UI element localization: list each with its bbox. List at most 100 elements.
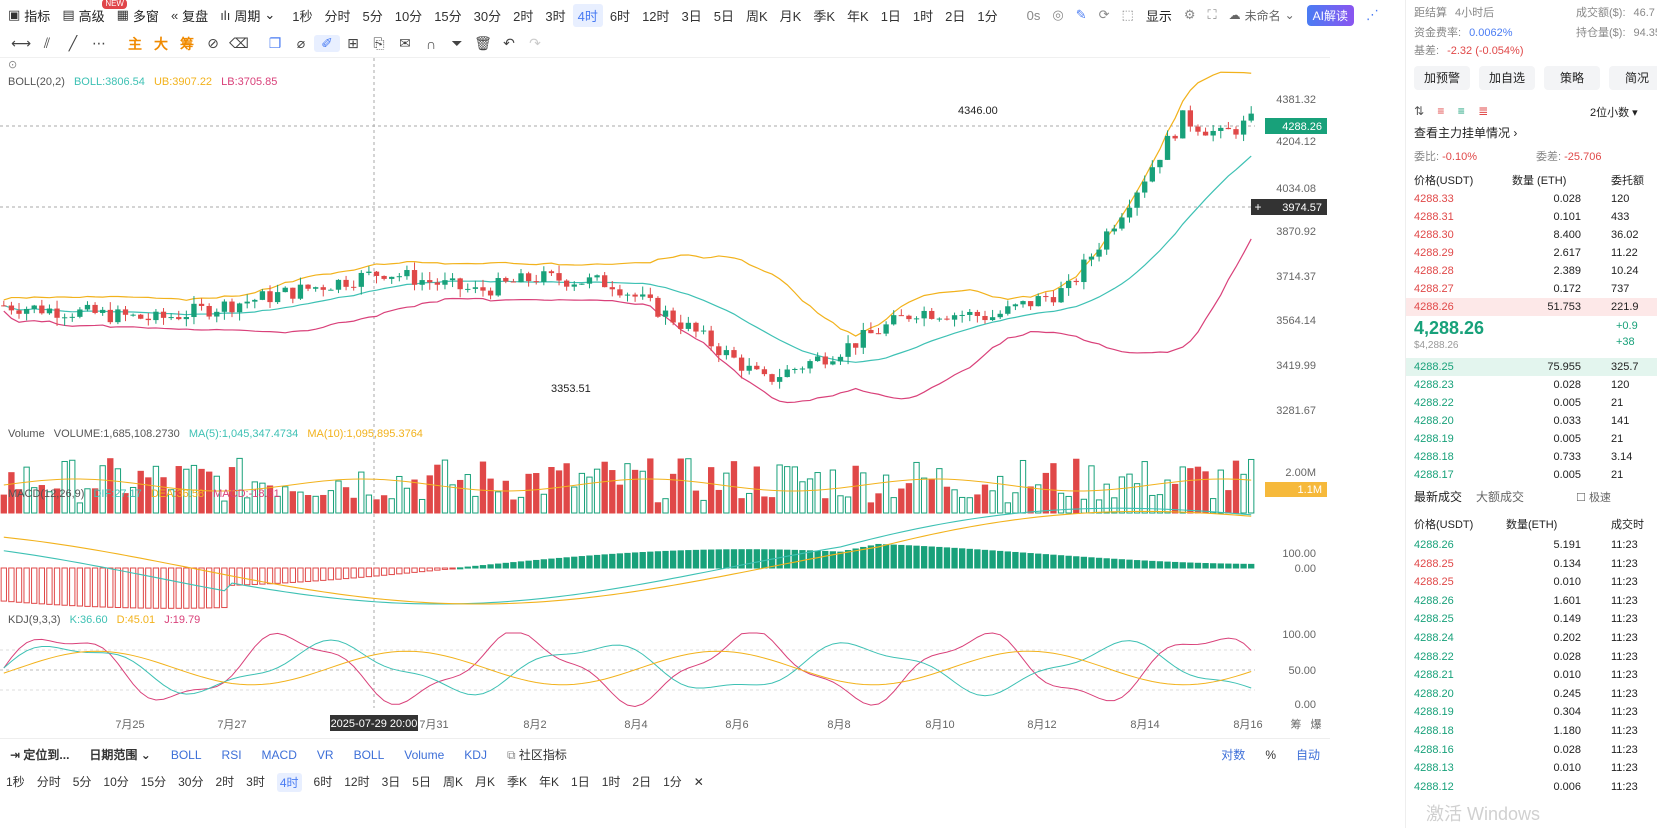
trades-row[interactable]: 4288.22 0.028 11:23 [1406,648,1657,666]
timeframe-option[interactable]: 30分 [473,8,502,24]
trades-row[interactable]: 4288.13 0.010 11:23 [1406,759,1657,777]
log-scale-toggle[interactable]: 对数 [1221,748,1246,762]
timeframe-option[interactable]: 3日 [681,8,702,24]
timeframe-option[interactable]: 5日 [713,8,734,24]
collapse-toggle-icon[interactable]: ⊙ [8,59,18,71]
chart-area[interactable]: 4346.00 3353.51 4381.32 4204.12 4034.08 3870.… [0,58,1330,738]
bids-row[interactable]: 4288.20 0.033 141 [1406,412,1657,430]
bottom-timeframe-option[interactable]: 4时 [276,772,302,792]
percent-toggle[interactable]: % [1265,747,1276,762]
bottom-timeframe-option[interactable]: 1日 [571,774,590,789]
trades-row[interactable]: 4288.24 0.202 11:23 [1406,629,1657,647]
cloud-layout-dropdown[interactable]: ☁ 未命名 ⌄ [1229,7,1295,24]
bottom-timeframe-option[interactable]: 5分 [72,774,92,789]
chip-button[interactable]: 筹 [180,35,194,52]
draw-tool-icon[interactable]: ⊘ [207,35,219,51]
bottom-timeframe-option[interactable]: 3日 [381,774,401,789]
bottom-timeframe-option[interactable]: 2日 [632,774,652,789]
timeframe-option[interactable]: 周K [746,8,768,24]
main-force-button[interactable]: 主 [128,35,142,52]
bottom-timeframe-option[interactable]: 年K [539,774,560,789]
trades-row[interactable]: 4288.26 5.191 11:23 [1406,536,1657,554]
view-asks-icon[interactable]: ≡ [1437,104,1445,118]
trades-row[interactable]: 4288.25 0.134 11:23 [1406,555,1657,573]
timeframe-option[interactable]: 5分 [362,8,383,24]
latest-trades-tab[interactable]: 最新成交 [1414,490,1463,504]
timeframe-option[interactable]: 4时 [572,3,603,27]
large-order-button[interactable]: 大 [154,35,168,52]
settings-icon[interactable]: ⚙ [1183,7,1196,22]
bottom-timeframe-option[interactable]: 6时 [313,774,333,789]
bottom-timeframe-option[interactable]: 3时 [246,774,265,789]
bottom-timeframe-option[interactable]: 季K [506,774,527,789]
trades-row[interactable]: 4288.25 0.010 11:23 [1406,573,1657,591]
watchlist-button[interactable]: 加自选 [1479,66,1535,90]
fast-mode-checkbox[interactable]: ☐ 极速 [1576,489,1611,505]
filter-icon[interactable]: ⏷ [451,35,463,51]
bottom-timeframe-option[interactable]: 1分 [663,774,682,789]
asks-row[interactable]: 4288.31 0.101 433 [1406,208,1657,226]
indicator-kdj[interactable]: KDJ [464,747,487,762]
bottom-timeframe-option[interactable]: 1时 [601,774,621,789]
view-bids-icon[interactable]: ≡ [1457,104,1465,118]
eraser-icon[interactable]: ⌫ [229,35,249,51]
ai-read-button[interactable]: AI解读 [1306,4,1355,26]
community-indicator-button[interactable]: ⧉ 社区指标 [507,746,567,763]
redo-icon[interactable]: ↷ [529,35,541,51]
bottom-timeframe-option[interactable]: 12时 [344,774,370,789]
overview-button[interactable]: 简况 [1609,66,1657,90]
note-icon[interactable]: ✉ [399,35,411,51]
clipboard-icon[interactable]: ⎘ [373,35,385,51]
trend-line-tool-icon[interactable]: ╱ [68,35,78,51]
trades-row[interactable]: 4288.20 0.245 11:23 [1406,685,1657,703]
undo-icon[interactable]: ↶ [503,35,515,51]
locate-button[interactable]: ⇥ 定位到... [10,746,69,763]
multi-window-button[interactable]: ▦ 多窗 [117,6,159,25]
timeframe-option[interactable]: 6时 [609,8,631,24]
bottom-timeframe-option[interactable]: 30分 [178,774,204,789]
bottom-timeframe-option[interactable]: 2时 [215,774,235,789]
asks-row[interactable]: 4288.33 0.028 120 [1406,190,1657,208]
bottom-timeframe-option[interactable]: 1秒 [6,774,25,789]
edit-icon[interactable]: ✎ [1075,7,1087,22]
indicator-boll[interactable]: BOLL [170,747,202,762]
candlestick-chart[interactable]: 4346.00 3353.51 4381.32 4204.12 4034.08 3870.… [0,58,1330,738]
asks-row[interactable]: 4288.26 51.753 221.9 [1406,298,1657,316]
timeframe-option[interactable]: 月K [779,8,802,24]
timeframe-option[interactable]: 1时 [912,8,934,24]
advanced-button[interactable]: ▤ 高级 NEW [62,0,127,25]
timeframe-option[interactable]: 1分 [977,8,998,24]
timeframe-option[interactable]: 15分 [434,8,462,24]
trades-row[interactable]: 4288.12 0.006 11:23 [1406,778,1657,796]
timeframe-option[interactable]: 1日 [880,8,901,24]
parallel-line-tool-icon[interactable]: ⫽ [43,35,51,51]
timeframe-option[interactable]: 年K [847,8,869,24]
timeframe-option[interactable]: 季K [813,8,836,24]
share-icon[interactable]: ⋰ [1366,7,1380,22]
bids-row[interactable]: 4288.17 0.005 21 [1406,466,1657,484]
bottom-timeframe-option[interactable]: 5日 [412,774,431,789]
trades-row[interactable]: 4288.26 1.601 11:23 [1406,592,1657,610]
bottom-timeframe-option[interactable]: 周K [442,774,463,789]
view-both-icon[interactable]: ⇅ [1414,104,1425,118]
large-trades-tab[interactable]: 大额成交 [1476,490,1525,504]
bottom-timeframe-option[interactable]: 10分 [103,774,129,789]
alert-button[interactable]: 加预警 [1414,66,1470,90]
pen-icon[interactable]: ✐ [314,35,340,52]
period-dropdown[interactable]: ılı 周期 ⌄ [220,6,275,25]
bids-row[interactable]: 4288.23 0.028 120 [1406,376,1657,394]
date-range-dropdown[interactable]: 日期范围 ⌄ [89,746,150,763]
trades-row[interactable]: 4288.16 0.028 11:23 [1406,741,1657,759]
asks-row[interactable]: 4288.28 2.389 10.24 [1406,262,1657,280]
asks-row[interactable]: 4288.27 0.172 737 [1406,280,1657,298]
decimals-dropdown[interactable]: 2位小数 ▾ [1590,107,1638,119]
magnet-icon[interactable]: ∩ [425,35,437,52]
bids-row[interactable]: 4288.25 75.955 325.7 [1406,358,1657,376]
timeframe-option[interactable]: 1秒 [292,8,313,24]
indicator-vr[interactable]: VR [316,747,334,762]
timeframe-option[interactable]: 3时 [545,8,566,24]
strategy-button[interactable]: 策略 [1544,66,1600,90]
asks-row[interactable]: 4288.29 2.617 11.22 [1406,244,1657,262]
indicator-rsi[interactable]: RSI [221,747,242,762]
replay-button[interactable]: « 复盘 [171,6,208,25]
